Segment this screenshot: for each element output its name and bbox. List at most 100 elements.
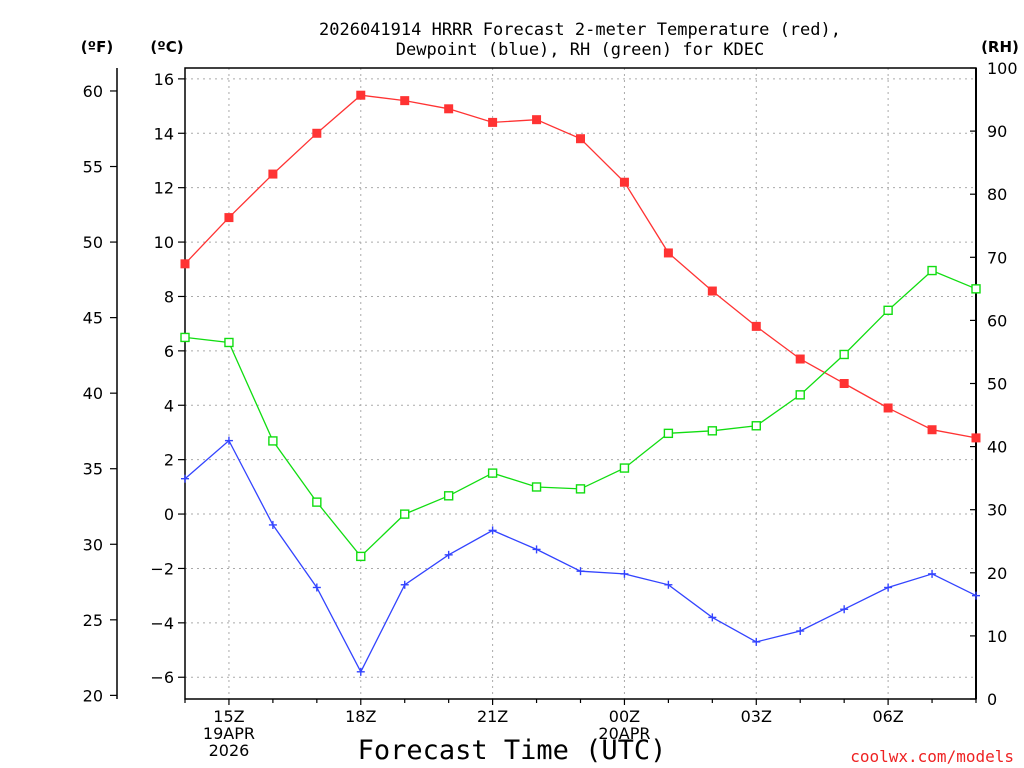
- celsius-tick-label: 16: [154, 70, 174, 89]
- x-tick-label: 00Z: [609, 707, 640, 726]
- celsius-tick-label: 0: [164, 505, 174, 524]
- rh-point: [883, 305, 893, 316]
- fahrenheit-tick-label: 35: [83, 460, 103, 479]
- x-tick-label: 2026: [209, 741, 250, 760]
- dewpoint-point: [356, 667, 365, 676]
- fahrenheit-tick-label: 55: [83, 158, 103, 177]
- rh-point: [224, 337, 234, 348]
- celsius-tick-label: −6: [150, 668, 174, 687]
- rh-tick-label: 50: [987, 375, 1007, 394]
- temperature-point: [795, 354, 805, 364]
- x-tick-label: 03Z: [741, 707, 772, 726]
- rh-axis-label: (RH): [981, 38, 1019, 56]
- temperature-point: [400, 96, 410, 106]
- temperature-point: [312, 128, 322, 138]
- temperature-point: [444, 104, 454, 114]
- x-tick-label: 19APR: [203, 724, 255, 743]
- fahrenheit-tick-label: 25: [83, 611, 103, 630]
- dewpoint-point: [928, 569, 937, 578]
- series-group: [181, 436, 980, 676]
- rh-point: [531, 482, 542, 492]
- rh-point: [971, 284, 981, 294]
- celsius-axis-label: (ºC): [150, 38, 183, 56]
- dewpoint-point: [884, 583, 893, 592]
- series-group: [180, 265, 981, 562]
- celsius-tick-label: 12: [154, 179, 174, 198]
- series-line: [184, 269, 977, 558]
- rh-tick-label: 60: [987, 311, 1007, 330]
- rh-tick-label: 70: [987, 248, 1007, 267]
- chart-title-line2: Dewpoint (blue), RH (green) for KDEC: [396, 40, 764, 60]
- chart-title-line1: 2026041914 HRRR Forecast 2-meter Tempera…: [319, 20, 841, 40]
- temperature-point: [356, 90, 366, 100]
- dewpoint-point: [840, 605, 849, 614]
- rh-point: [312, 497, 322, 507]
- celsius-tick-label: 4: [164, 396, 174, 415]
- celsius-tick-label: 2: [164, 451, 174, 470]
- rh-point: [839, 349, 849, 360]
- dewpoint-point: [796, 627, 805, 636]
- fahrenheit-tick-label: 50: [83, 233, 103, 252]
- rh-point: [663, 428, 674, 439]
- temperature-point: [839, 379, 849, 388]
- rh-point: [487, 468, 498, 478]
- rh-tick-label: 20: [987, 564, 1007, 583]
- series-line: [184, 439, 977, 674]
- temperature-point: [532, 115, 542, 125]
- rh-tick-label: 80: [987, 185, 1007, 204]
- series-group: [180, 90, 981, 443]
- rh-tick-label: 30: [987, 501, 1007, 520]
- fahrenheit-tick-label: 60: [83, 82, 103, 101]
- rh-point: [400, 509, 410, 519]
- dewpoint-point: [708, 613, 717, 622]
- series-layer: [180, 90, 981, 676]
- celsius-tick-label: −4: [150, 614, 174, 633]
- temperature-point: [883, 403, 893, 413]
- series-line: [184, 94, 977, 439]
- x-tick-label: 15Z: [213, 707, 244, 726]
- dewpoint-point: [400, 580, 409, 589]
- dewpoint-point: [752, 637, 761, 646]
- x-tick-label: 18Z: [345, 707, 376, 726]
- rh-point: [751, 421, 761, 431]
- dewpoint-point: [488, 526, 497, 535]
- dewpoint-point: [664, 580, 673, 589]
- dewpoint-point: [268, 520, 277, 529]
- rh-tick-label: 90: [987, 122, 1007, 141]
- celsius-tick-label: 8: [164, 287, 174, 306]
- temperature-point: [180, 259, 190, 269]
- rh-point: [356, 551, 366, 562]
- dewpoint-point: [312, 583, 321, 592]
- x-tick-label: 06Z: [872, 707, 903, 726]
- temperature-point: [268, 169, 278, 179]
- dewpoint-point: [532, 545, 541, 554]
- rh-point: [619, 463, 630, 473]
- gridlines: [185, 68, 976, 699]
- temperature-point: [927, 425, 937, 435]
- temperature-point: [663, 248, 673, 258]
- tick-marks-and-labels: −6 −4 −2 0 2 4 6 8 10 12 14 16 20 25 30 35 40 45 50 55 60 0 10…: [83, 59, 1018, 760]
- rh-tick-label: 0: [987, 690, 997, 709]
- temperature-point: [971, 433, 981, 443]
- temperature-point: [576, 134, 585, 144]
- dewpoint-point: [444, 550, 453, 559]
- dewpoint-point: [972, 591, 980, 600]
- fahrenheit-tick-label: 20: [83, 686, 103, 705]
- rh-point: [927, 265, 937, 276]
- celsius-tick-label: 10: [154, 233, 174, 252]
- celsius-tick-label: 6: [164, 342, 174, 361]
- dewpoint-point: [576, 567, 585, 576]
- rh-point: [707, 426, 718, 436]
- x-tick-label: 20APR: [598, 724, 650, 743]
- fahrenheit-tick-label: 30: [83, 535, 103, 554]
- temperature-point: [619, 177, 629, 187]
- dewpoint-point: [224, 436, 233, 445]
- rh-point: [795, 390, 805, 400]
- fahrenheit-tick-label: 45: [83, 309, 103, 328]
- x-tick-label: 21Z: [477, 707, 508, 726]
- rh-tick-label: 40: [987, 438, 1007, 457]
- fahrenheit-tick-label: 40: [83, 384, 103, 403]
- temperature-point: [224, 213, 234, 223]
- rh-point: [180, 332, 190, 343]
